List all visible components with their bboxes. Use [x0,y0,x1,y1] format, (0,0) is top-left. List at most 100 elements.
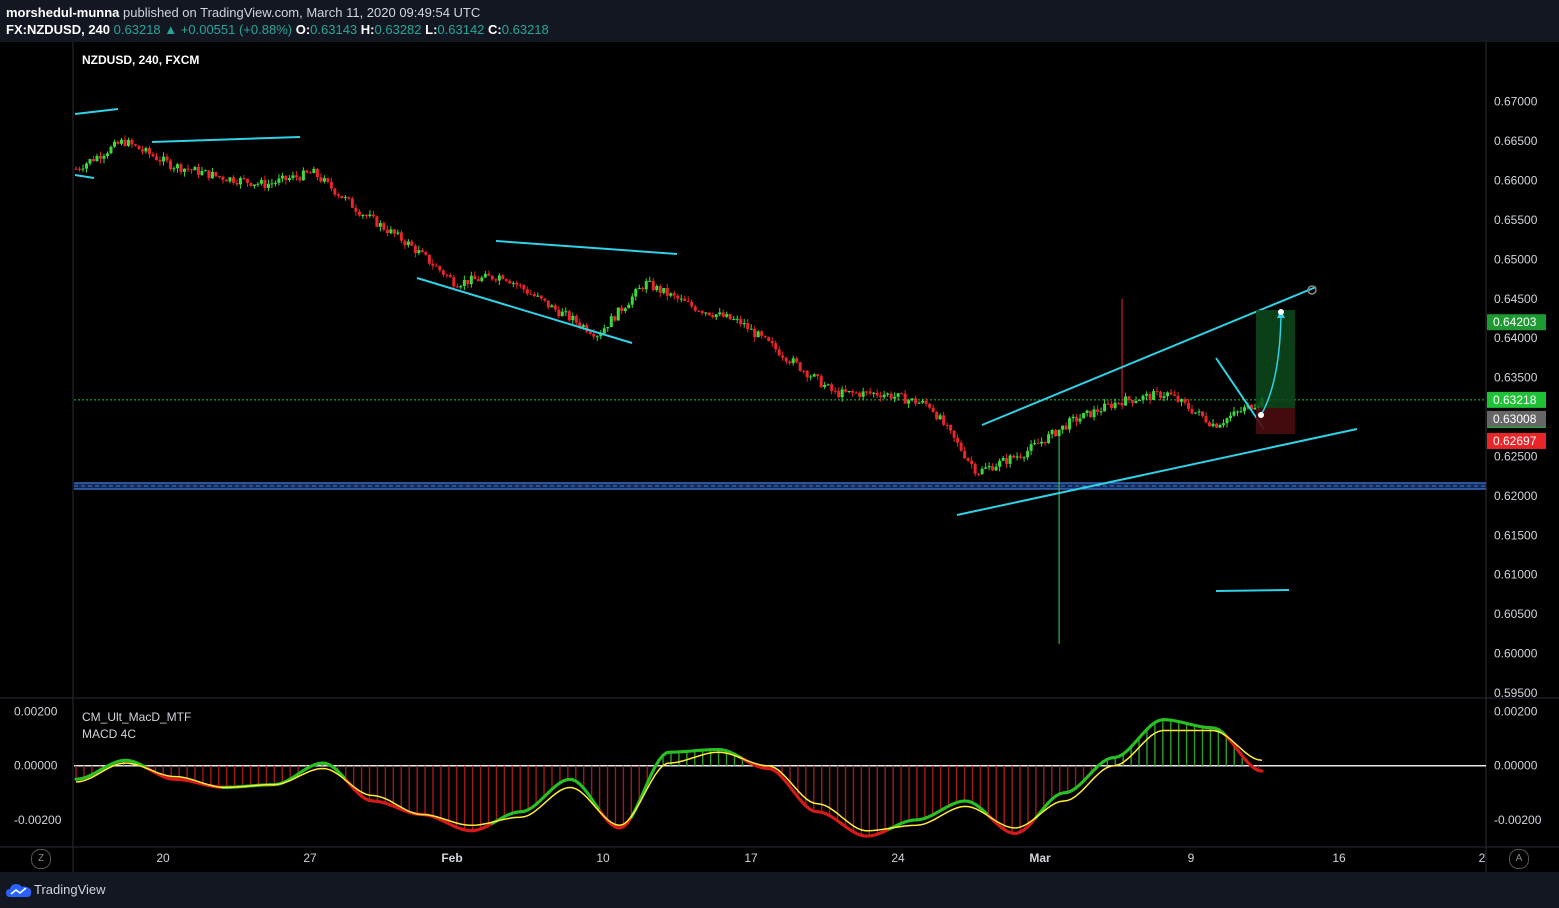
chart-legend-symbol[interactable]: NZDUSD, 240, FXCM [82,53,200,67]
candle-body [529,293,533,295]
candle-body [728,314,732,320]
candle [518,283,522,289]
candle-body [245,178,249,183]
candle [532,292,536,298]
candle-body [945,424,949,426]
candle [672,290,676,300]
candle [329,177,333,192]
candle-body [347,197,351,199]
candle [896,393,900,401]
time-axis[interactable]: 20 27 Feb 10 17 24 Mar 9 16 2 [156,851,1485,865]
candle [396,229,400,236]
trendline[interactable] [416,277,633,344]
candle-body [1194,412,1198,414]
candle-body [333,188,337,195]
trendline[interactable] [74,174,95,179]
tradingview-brand[interactable]: TradingView [34,882,106,897]
candle [980,466,984,475]
macd-segment [637,791,645,804]
candle [567,309,571,323]
candle-body [434,265,438,267]
candle-body [644,281,648,290]
candle-body [1180,399,1184,402]
candle [704,312,708,317]
candle-body [756,331,760,338]
candle [756,330,760,338]
candle [840,386,844,402]
candle-body [1075,416,1079,422]
candle [1127,395,1131,403]
tradingview-cloud-icon[interactable] [6,882,32,898]
candle [1050,428,1054,439]
candle-body [606,327,610,329]
candle-body [214,172,218,177]
candle-body [182,168,186,172]
candle-body [931,407,935,413]
trendline[interactable] [151,136,301,143]
price-chart[interactable]: 0.67000 0.66500 0.66000 0.65500 0.65000 0.645… [0,42,1559,872]
candle [487,270,491,276]
candle-body [1225,418,1229,424]
candle [476,276,480,282]
candle-body [854,392,858,394]
candle [102,153,106,164]
candle-body [564,311,568,313]
anchor-handle[interactable] [1307,285,1317,295]
zoom-corner-button[interactable]: Z [31,849,51,869]
candle [900,392,904,395]
candle [826,383,830,386]
candle-body [903,393,907,404]
candle [903,389,907,404]
candle-body [1026,450,1030,458]
candle [655,284,659,292]
candle [861,387,865,401]
candle [728,313,732,320]
candle [669,292,673,298]
auto-scale-button[interactable]: A [1509,849,1529,869]
candle-body [1173,394,1177,396]
trendline[interactable] [495,240,678,255]
candle-body [280,175,284,179]
candle [560,308,564,317]
candle-body [123,139,127,146]
candle-body [690,301,694,307]
candle-body [130,140,134,145]
candle-body [746,323,750,330]
candle [760,330,764,340]
candle-body [1131,400,1135,403]
candle [595,335,599,342]
candle [116,140,120,145]
candle-body [98,155,102,159]
candle [697,310,701,312]
trendline-drawings[interactable] [74,108,1358,592]
candle [508,279,512,284]
candle [319,173,323,184]
candle-body [823,384,827,388]
candle [196,163,200,179]
candle-body [525,289,529,294]
candle-body [487,273,491,276]
candle [798,361,802,372]
macd-axis[interactable]: 0.00200 0.00200 0.00000 0.00000 -0.00200 -0.0… [14,705,1542,827]
candle-body [126,140,130,146]
candle [1159,390,1163,401]
author-name[interactable]: morshedul-munna [6,5,120,20]
trendline[interactable] [74,108,119,115]
indicator-name[interactable]: CM_Ult_MacD_MTF [82,710,192,724]
candle-body [1036,443,1040,445]
price-tick-label: 0.64500 [1494,292,1538,306]
candle-body [921,400,925,403]
candle-body [980,468,984,475]
price-tick-label: 0.63500 [1494,371,1538,385]
trendline[interactable] [1215,589,1290,592]
candle-body [826,384,830,386]
candle [105,151,109,159]
trendline[interactable] [956,428,1358,516]
candle [774,340,778,353]
candle [564,307,568,317]
candle-body [581,324,585,327]
price-tick-label: 0.66500 [1494,134,1538,148]
candle [620,304,624,314]
candle [973,462,977,477]
candle-body [847,391,851,393]
